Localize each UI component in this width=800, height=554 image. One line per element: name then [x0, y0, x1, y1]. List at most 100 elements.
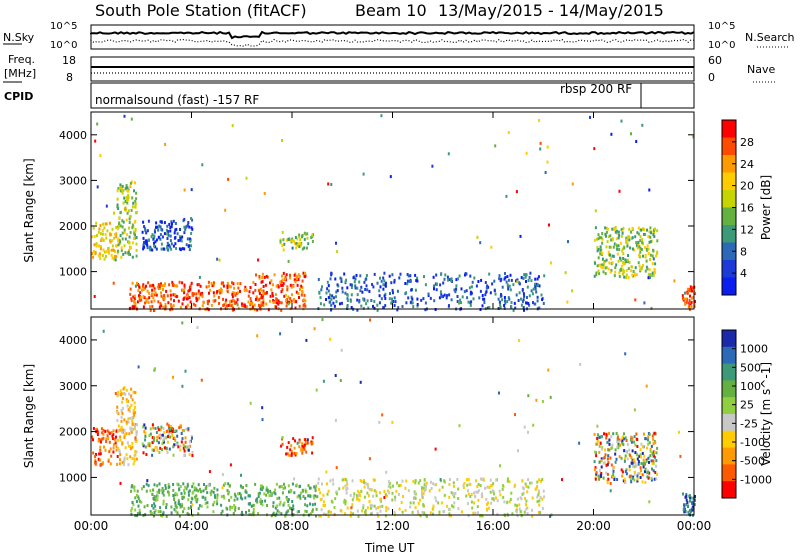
echo-cell — [317, 477, 320, 481]
echo-cell — [648, 471, 651, 475]
echo-cell — [424, 308, 427, 312]
echo-cell — [346, 297, 349, 301]
echo-cell — [406, 273, 409, 276]
echo-cell — [99, 463, 102, 466]
echo-cell — [623, 457, 626, 461]
echo-cell — [98, 254, 101, 258]
echo-cell — [539, 141, 542, 145]
echo-cell — [488, 485, 491, 489]
echo-cell — [340, 348, 343, 352]
echo-cell — [617, 442, 620, 446]
echo-cell — [275, 305, 278, 309]
echo-cell — [206, 501, 209, 505]
echo-cell — [434, 447, 437, 451]
echo-cell — [479, 484, 482, 488]
echo-cell — [364, 509, 367, 513]
echo-cell — [289, 506, 291, 510]
echo-cell — [522, 306, 525, 310]
echo-cell — [183, 288, 186, 292]
echo-cell — [270, 288, 273, 292]
cpid-mode-1: normalsound (fast) -157 RF — [95, 93, 259, 107]
echo-cell — [623, 432, 625, 436]
echo-cell — [647, 438, 649, 442]
echo-cell — [298, 304, 301, 308]
echo-cell — [617, 440, 620, 444]
echo-cell — [596, 264, 599, 268]
echo-cell — [474, 495, 477, 499]
echo-cell — [121, 219, 124, 223]
echo-cell — [286, 288, 289, 292]
colorbar-label: Power [dB] — [759, 175, 773, 240]
echo-cell — [638, 245, 641, 249]
echo-cell — [543, 274, 546, 278]
echo-cell — [652, 461, 655, 465]
echo-cell — [208, 470, 211, 474]
echo-cell — [125, 453, 128, 457]
echo-cell — [466, 502, 469, 506]
echo-cell — [134, 406, 137, 409]
echo-cell — [498, 489, 501, 493]
echo-cell — [589, 115, 591, 119]
echo-cell — [200, 378, 203, 382]
echo-cell — [94, 251, 97, 255]
echo-cell — [625, 468, 628, 472]
echo-cell — [125, 184, 128, 187]
echo-cell — [481, 294, 484, 297]
echo-cell — [641, 241, 644, 245]
echo-cell — [91, 235, 94, 239]
echo-cell — [641, 445, 644, 449]
echo-cell — [597, 433, 599, 437]
echo-cell — [267, 490, 269, 494]
echo-cell — [615, 237, 618, 241]
echo-cell — [650, 478, 653, 482]
echo-cell — [422, 504, 425, 508]
colorbar-segment — [722, 414, 736, 432]
echo-cell — [381, 413, 384, 417]
echo-cell — [172, 445, 175, 449]
echo-cell — [174, 236, 177, 239]
echo-cell — [543, 495, 546, 499]
echo-cell — [650, 273, 652, 277]
echo-cell — [145, 482, 148, 486]
echo-cell — [118, 239, 121, 243]
echo-cell — [118, 449, 121, 453]
echo-cell — [531, 496, 534, 500]
echo-cell — [621, 441, 624, 445]
echo-cell — [644, 480, 647, 484]
echo-cell — [689, 499, 691, 503]
echo-cell — [183, 491, 186, 495]
colorbar-tick-label: -100 — [740, 436, 765, 449]
echo-cell — [126, 457, 129, 461]
echo-cell — [190, 188, 193, 192]
echo-cell — [229, 505, 232, 509]
echo-cell — [125, 388, 128, 392]
echo-cell — [474, 511, 477, 515]
echo-cell — [120, 415, 123, 419]
echo-cell — [353, 492, 356, 496]
echo-cell — [414, 479, 417, 483]
echo-cell — [132, 503, 135, 507]
echo-cell — [112, 446, 115, 450]
echo-cell — [116, 455, 119, 458]
echo-cell — [624, 352, 627, 356]
echo-cell — [280, 444, 283, 448]
echo-cell — [122, 430, 125, 434]
echo-cell — [264, 499, 267, 503]
echo-cell — [424, 301, 427, 305]
echo-cell — [502, 495, 505, 499]
echo-cell — [621, 268, 624, 272]
echo-cell — [541, 400, 544, 403]
echo-cell — [99, 257, 102, 261]
echo-cell — [181, 321, 184, 325]
echo-cell — [522, 491, 525, 495]
echo-cell — [626, 244, 629, 248]
echo-cell — [332, 301, 335, 305]
echo-cell — [155, 221, 158, 225]
echo-cell — [236, 303, 239, 307]
echo-cell — [232, 512, 235, 515]
echo-cell — [121, 412, 124, 416]
echo-cell — [358, 498, 361, 502]
echo-cell — [482, 297, 484, 301]
echo-cell — [156, 435, 159, 439]
echo-cell — [162, 499, 165, 503]
